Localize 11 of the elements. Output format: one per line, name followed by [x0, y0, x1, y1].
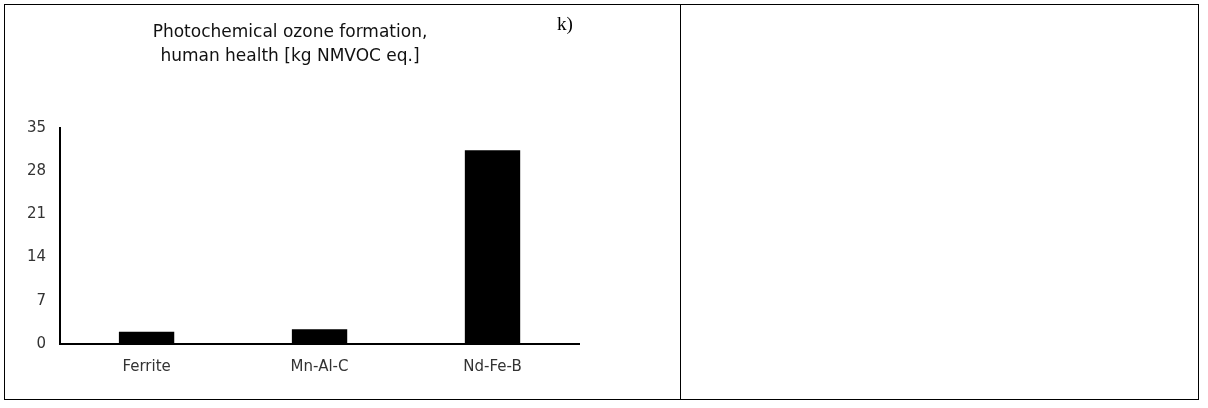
y-tick-label: 35: [26, 117, 47, 136]
x-tick-label: Ferrite: [122, 356, 171, 375]
y-tick-label: 14: [26, 247, 47, 266]
y-tick-label: 7: [36, 290, 47, 309]
text: k): [557, 13, 573, 35]
y-tick-label: 28: [26, 161, 47, 180]
y-tick-label: 0: [36, 333, 47, 352]
chart-title: Photochemical ozone formation, human health [kg NMVOC eq.]: [151, 20, 429, 67]
x-tick-label: Mn-Al-C: [290, 356, 349, 375]
y-tick-label: 21: [26, 204, 47, 223]
x-tick-label: Nd-Fe-B: [463, 356, 522, 375]
